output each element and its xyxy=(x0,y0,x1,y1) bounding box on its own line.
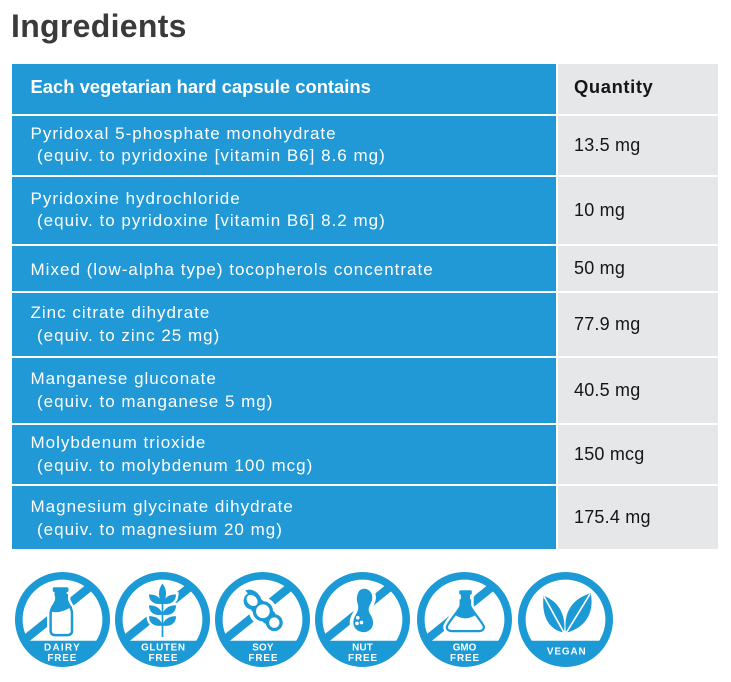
svg-text:DAIRY: DAIRY xyxy=(44,642,81,653)
svg-text:FREE: FREE xyxy=(248,653,278,664)
svg-text:GLUTEN: GLUTEN xyxy=(141,642,186,653)
svg-text:FREE: FREE xyxy=(48,653,78,664)
svg-text:SOY: SOY xyxy=(252,642,274,653)
svg-text:FREE: FREE xyxy=(450,653,480,664)
svg-text:FREE: FREE xyxy=(149,653,179,664)
svg-text:FREE: FREE xyxy=(348,653,378,664)
svg-text:GMO: GMO xyxy=(452,642,476,653)
svg-text:NUT: NUT xyxy=(352,642,373,653)
svg-text:VEGAN: VEGAN xyxy=(546,646,586,657)
